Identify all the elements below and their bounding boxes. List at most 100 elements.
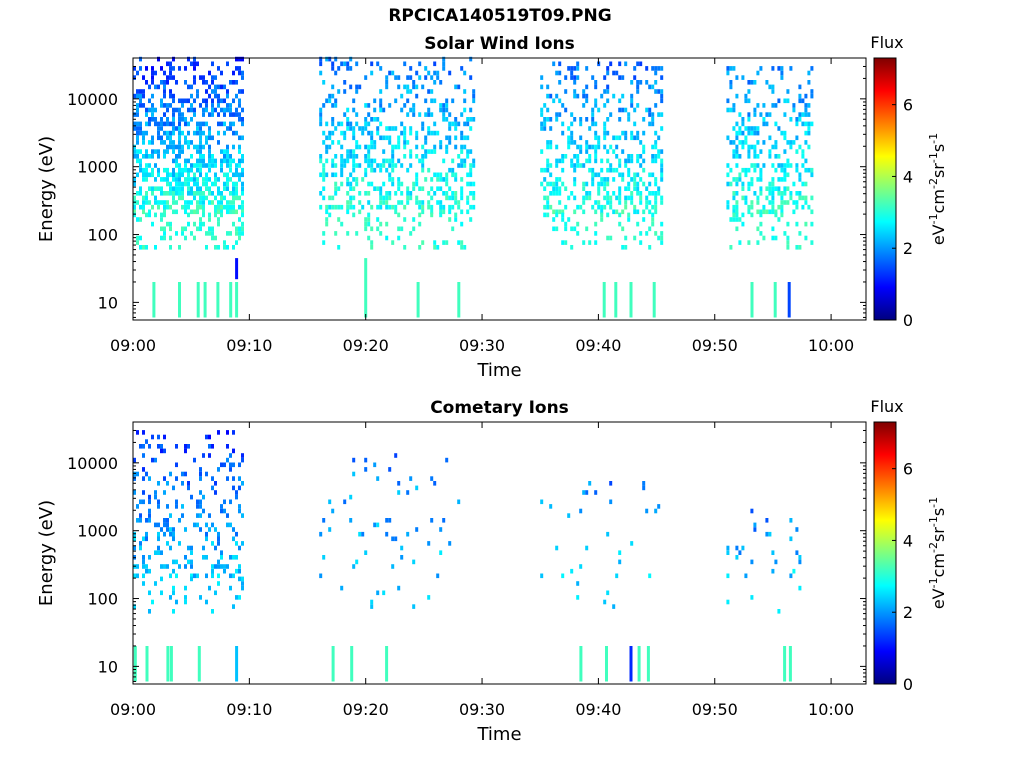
panel-1-data-cell — [382, 158, 386, 164]
panel-1-data-cell — [160, 191, 163, 196]
panel-1-data-cell — [163, 154, 166, 159]
panel-1-data-cell — [226, 107, 229, 113]
panel-2-data-cell — [133, 457, 136, 463]
panel-1-data-cell — [145, 191, 148, 196]
panel-1-data-cell — [606, 235, 610, 241]
panel-1-data-cell — [430, 212, 434, 218]
panel-1-data-cell — [193, 221, 196, 227]
panel-2-colorbar — [873, 421, 897, 685]
panel-1-data-cell — [367, 154, 371, 159]
panel-1-data-cell — [433, 61, 437, 67]
panel-2-data-cell — [238, 564, 241, 569]
panel-2-data-cell — [226, 522, 229, 528]
panel-1-data-cell — [346, 154, 350, 159]
panel-1-data-cell — [549, 93, 553, 99]
panel-1-data-cell — [352, 158, 356, 164]
panel-1-data-cell — [810, 195, 814, 201]
panel-1-data-cell — [199, 158, 202, 164]
panel-1-data-cell — [636, 89, 640, 94]
panel-2-data-cell — [136, 573, 139, 579]
panel-1-data-cell — [208, 149, 211, 154]
panel-1-data-cell — [430, 195, 434, 201]
panel-1-data-cell — [139, 130, 142, 136]
panel-1-data-cell — [573, 209, 577, 215]
panel-1-data-cell — [325, 209, 329, 215]
panel-1-data-cell — [747, 112, 751, 117]
panel-1-data-cell — [729, 140, 733, 145]
panel-1-data-cell — [585, 66, 589, 71]
panel-1-data-cell — [594, 221, 598, 227]
panel-1-data-cell — [241, 154, 244, 159]
panel-1-data-cell — [448, 217, 452, 222]
panel-1-data-cell — [735, 135, 739, 141]
panel-2-data-cell — [223, 499, 226, 505]
panel-1-data-cell — [148, 163, 151, 168]
panel-1-data-cell — [732, 126, 736, 131]
panel-1-data-cell — [151, 172, 154, 178]
panel-1-data-cell — [540, 149, 544, 154]
panel-1-data-cell — [325, 144, 329, 150]
panel-2-data-cell — [445, 457, 449, 463]
panel-2-data-cell — [148, 476, 151, 481]
panel-1-data-cell — [385, 200, 389, 205]
panel-1-data-cell — [433, 98, 437, 104]
panel-2-data-cell — [157, 531, 160, 537]
panel-1-data-cell — [391, 240, 395, 245]
panel-1-data-cell — [403, 154, 407, 159]
panel-1-data-cell — [735, 163, 739, 168]
panel-1-colorbar — [873, 57, 897, 321]
panel-1-data-cell — [391, 163, 395, 168]
panel-1-data-cell — [558, 200, 562, 205]
panel-1-data-cell — [540, 126, 544, 131]
panel-1-data-cell — [394, 75, 398, 80]
panel-1-data-cell — [220, 209, 223, 215]
panel-2-data-cell — [391, 536, 395, 542]
panel-1-data-cell — [187, 186, 190, 191]
panel-1-data-cell — [328, 130, 332, 136]
panel-1-data-cell — [552, 181, 556, 187]
panel-1-data-cell — [346, 191, 350, 196]
panel-2-frame — [132, 421, 867, 685]
panel-1-data-cell — [238, 144, 241, 150]
panel-2-data-cell — [169, 471, 172, 477]
panel-1-data-cell — [331, 61, 335, 67]
panel-1-data-cell — [178, 130, 181, 136]
panel-1-data-cell — [618, 186, 622, 191]
panel-1-data-cell — [160, 186, 163, 191]
panel-1-data-cell — [403, 103, 407, 108]
panel-1-data-cell — [654, 181, 658, 187]
panel-1-data-cell — [226, 245, 229, 250]
panel-2-data-cell — [238, 508, 241, 514]
panel-1-data-cell — [397, 186, 401, 191]
panel-2-data-cell — [163, 434, 166, 440]
panel-1-data-cell — [211, 75, 214, 80]
panel-1-data-cell — [187, 130, 190, 136]
panel-1-data-cell — [397, 181, 401, 187]
panel-1-data-cell — [199, 154, 202, 159]
panel-1-data-cell — [759, 66, 763, 71]
panel-1-data-cell — [220, 200, 223, 205]
panel-2-data-cell — [169, 573, 172, 579]
panel-1-data-cell — [597, 186, 601, 191]
panel-1-data-cell — [235, 209, 238, 215]
panel-2-data-cell — [142, 453, 145, 458]
panel-1-data-cell — [199, 204, 202, 210]
panel-1-data-cell — [600, 177, 604, 182]
panel-1-data-cell — [660, 149, 664, 154]
panel-1-data-cell — [400, 93, 404, 99]
panel-1-data-cell — [427, 112, 431, 117]
panel-1-data-cell — [172, 158, 175, 164]
panel-1-data-cell — [319, 61, 323, 67]
panel-1-data-cell — [409, 163, 413, 168]
panel-1-data-cell — [379, 163, 383, 168]
panel-1-data-cell — [142, 93, 145, 99]
panel-1-data-cell — [241, 121, 244, 127]
panel-1-data-cell — [439, 200, 443, 205]
panel-1-data-cell — [448, 195, 452, 201]
panel-1-data-cell — [624, 61, 628, 67]
panel-2-data-cell — [187, 545, 190, 551]
panel-2-data-cell — [642, 485, 646, 491]
panel-1-data-cell — [457, 204, 461, 210]
panel-1-data-cell — [211, 181, 214, 187]
panel-1-data-cell — [564, 89, 568, 94]
